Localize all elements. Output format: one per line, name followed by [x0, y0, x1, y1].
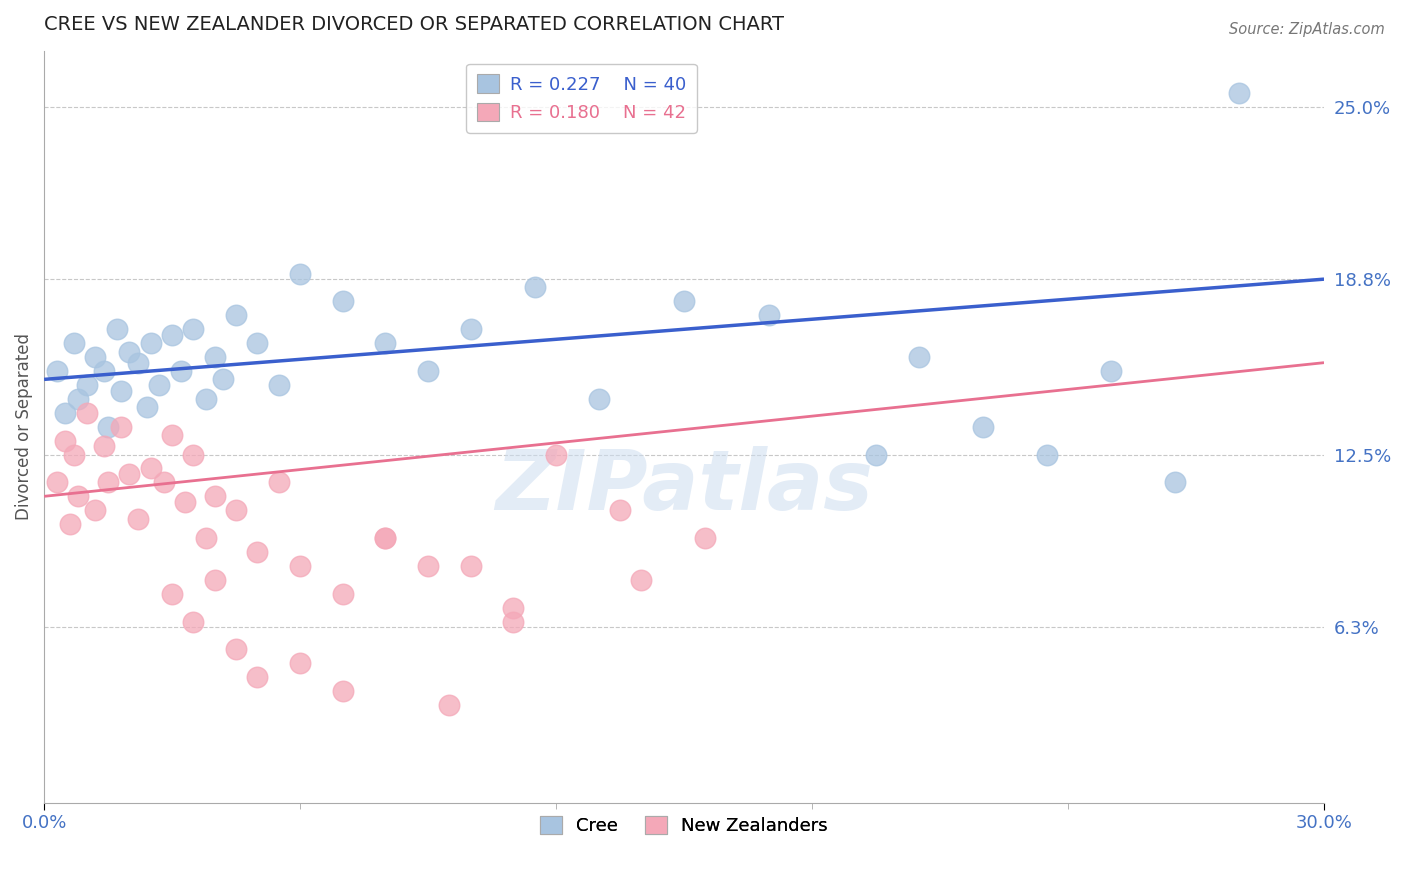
- Point: [695, 531, 717, 545]
- Point: [135, 401, 157, 415]
- Point: [865, 448, 887, 462]
- Point: [67, 489, 90, 503]
- Point: [183, 448, 205, 462]
- Point: [183, 322, 205, 336]
- Point: [63, 448, 86, 462]
- Point: [127, 511, 149, 525]
- Point: [267, 475, 290, 490]
- Point: [183, 615, 205, 629]
- Point: [907, 350, 929, 364]
- Point: [139, 336, 162, 351]
- Point: [204, 350, 226, 364]
- Text: ZIPatlas: ZIPatlas: [495, 446, 873, 527]
- Point: [416, 558, 439, 573]
- Point: [148, 378, 170, 392]
- Point: [523, 280, 546, 294]
- Point: [972, 419, 994, 434]
- Point: [374, 336, 396, 351]
- Point: [546, 448, 568, 462]
- Point: [169, 364, 191, 378]
- Point: [93, 364, 115, 378]
- Point: [204, 573, 226, 587]
- Point: [63, 336, 86, 351]
- Point: [84, 350, 107, 364]
- Point: [588, 392, 610, 406]
- Point: [246, 670, 269, 684]
- Point: [160, 428, 183, 442]
- Point: [460, 322, 482, 336]
- Point: [67, 392, 90, 406]
- Point: [76, 378, 98, 392]
- Point: [160, 327, 183, 342]
- Point: [84, 503, 107, 517]
- Point: [1035, 448, 1057, 462]
- Text: Source: ZipAtlas.com: Source: ZipAtlas.com: [1229, 22, 1385, 37]
- Point: [97, 475, 120, 490]
- Point: [110, 384, 132, 398]
- Point: [246, 545, 269, 559]
- Point: [630, 573, 652, 587]
- Point: [195, 392, 218, 406]
- Point: [460, 558, 482, 573]
- Y-axis label: Divorced or Separated: Divorced or Separated: [15, 334, 32, 520]
- Point: [118, 344, 141, 359]
- Point: [502, 615, 524, 629]
- Point: [416, 364, 439, 378]
- Point: [160, 587, 183, 601]
- Point: [374, 531, 396, 545]
- Point: [439, 698, 461, 713]
- Point: [59, 517, 82, 532]
- Point: [1099, 364, 1122, 378]
- Point: [1227, 86, 1250, 100]
- Point: [332, 684, 354, 698]
- Point: [288, 267, 311, 281]
- Point: [139, 461, 162, 475]
- Point: [673, 294, 696, 309]
- Point: [212, 372, 235, 386]
- Point: [225, 503, 247, 517]
- Point: [118, 467, 141, 481]
- Point: [225, 642, 247, 657]
- Point: [374, 531, 396, 545]
- Point: [502, 600, 524, 615]
- Point: [55, 406, 77, 420]
- Point: [55, 434, 77, 448]
- Point: [93, 439, 115, 453]
- Point: [152, 475, 174, 490]
- Point: [1163, 475, 1185, 490]
- Point: [267, 378, 290, 392]
- Point: [332, 294, 354, 309]
- Point: [246, 336, 269, 351]
- Point: [225, 309, 247, 323]
- Point: [174, 495, 197, 509]
- Point: [204, 489, 226, 503]
- Point: [105, 322, 128, 336]
- Point: [76, 406, 98, 420]
- Point: [609, 503, 631, 517]
- Point: [45, 475, 67, 490]
- Point: [288, 657, 311, 671]
- Point: [332, 587, 354, 601]
- Point: [758, 309, 780, 323]
- Point: [110, 419, 132, 434]
- Point: [45, 364, 67, 378]
- Point: [97, 419, 120, 434]
- Point: [288, 558, 311, 573]
- Point: [195, 531, 218, 545]
- Point: [127, 356, 149, 370]
- Legend: Cree, New Zealanders: Cree, New Zealanders: [533, 809, 835, 842]
- Text: CREE VS NEW ZEALANDER DIVORCED OR SEPARATED CORRELATION CHART: CREE VS NEW ZEALANDER DIVORCED OR SEPARA…: [44, 15, 785, 34]
